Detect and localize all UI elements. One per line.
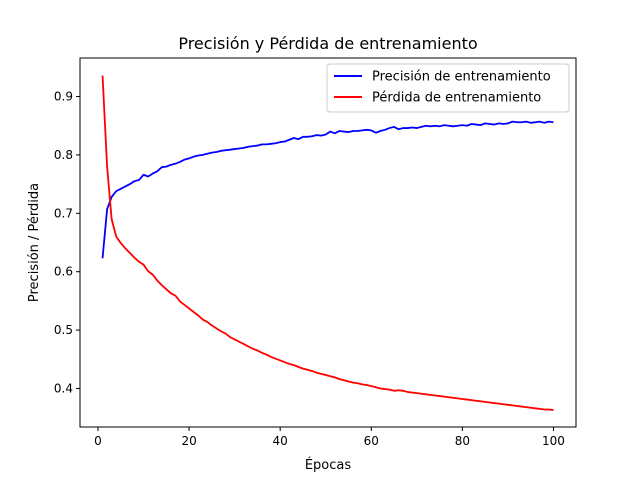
x-axis-label: Épocas [305, 457, 352, 473]
x-axis-ticks: 0 20 40 60 80 100 [94, 427, 565, 448]
y-tick-label: 0.8 [54, 148, 73, 162]
x-tick-label: 80 [455, 434, 470, 448]
y-tick-label: 0.9 [54, 90, 73, 104]
chart-title: Precisión y Pérdida de entrenamiento [178, 34, 477, 53]
x-tick-label: 0 [94, 434, 102, 448]
x-tick-label: 20 [181, 434, 196, 448]
legend: Precisión de entrenamiento Pérdida de en… [326, 63, 570, 113]
y-tick-label: 0.6 [54, 265, 73, 279]
y-tick-label: 0.4 [54, 381, 73, 395]
y-axis-ticks: 0.4 0.5 0.6 0.7 0.8 0.9 [54, 90, 80, 395]
x-tick-label: 40 [273, 434, 288, 448]
series-line-loss [101, 75, 554, 411]
legend-label-precision: Precisión de entrenamiento [372, 70, 551, 85]
y-tick-label: 0.7 [54, 206, 73, 220]
x-tick-label: 60 [364, 434, 379, 448]
legend-label-loss: Pérdida de entrenamiento [372, 91, 541, 106]
series-line-precision [101, 120, 554, 259]
legend-box [326, 63, 570, 113]
x-tick-label: 100 [542, 434, 565, 448]
plot-lines [101, 75, 554, 411]
y-tick-label: 0.5 [54, 323, 73, 337]
y-axis-label: Precisión / Pérdida [27, 183, 42, 302]
plot-frame [79, 57, 577, 428]
